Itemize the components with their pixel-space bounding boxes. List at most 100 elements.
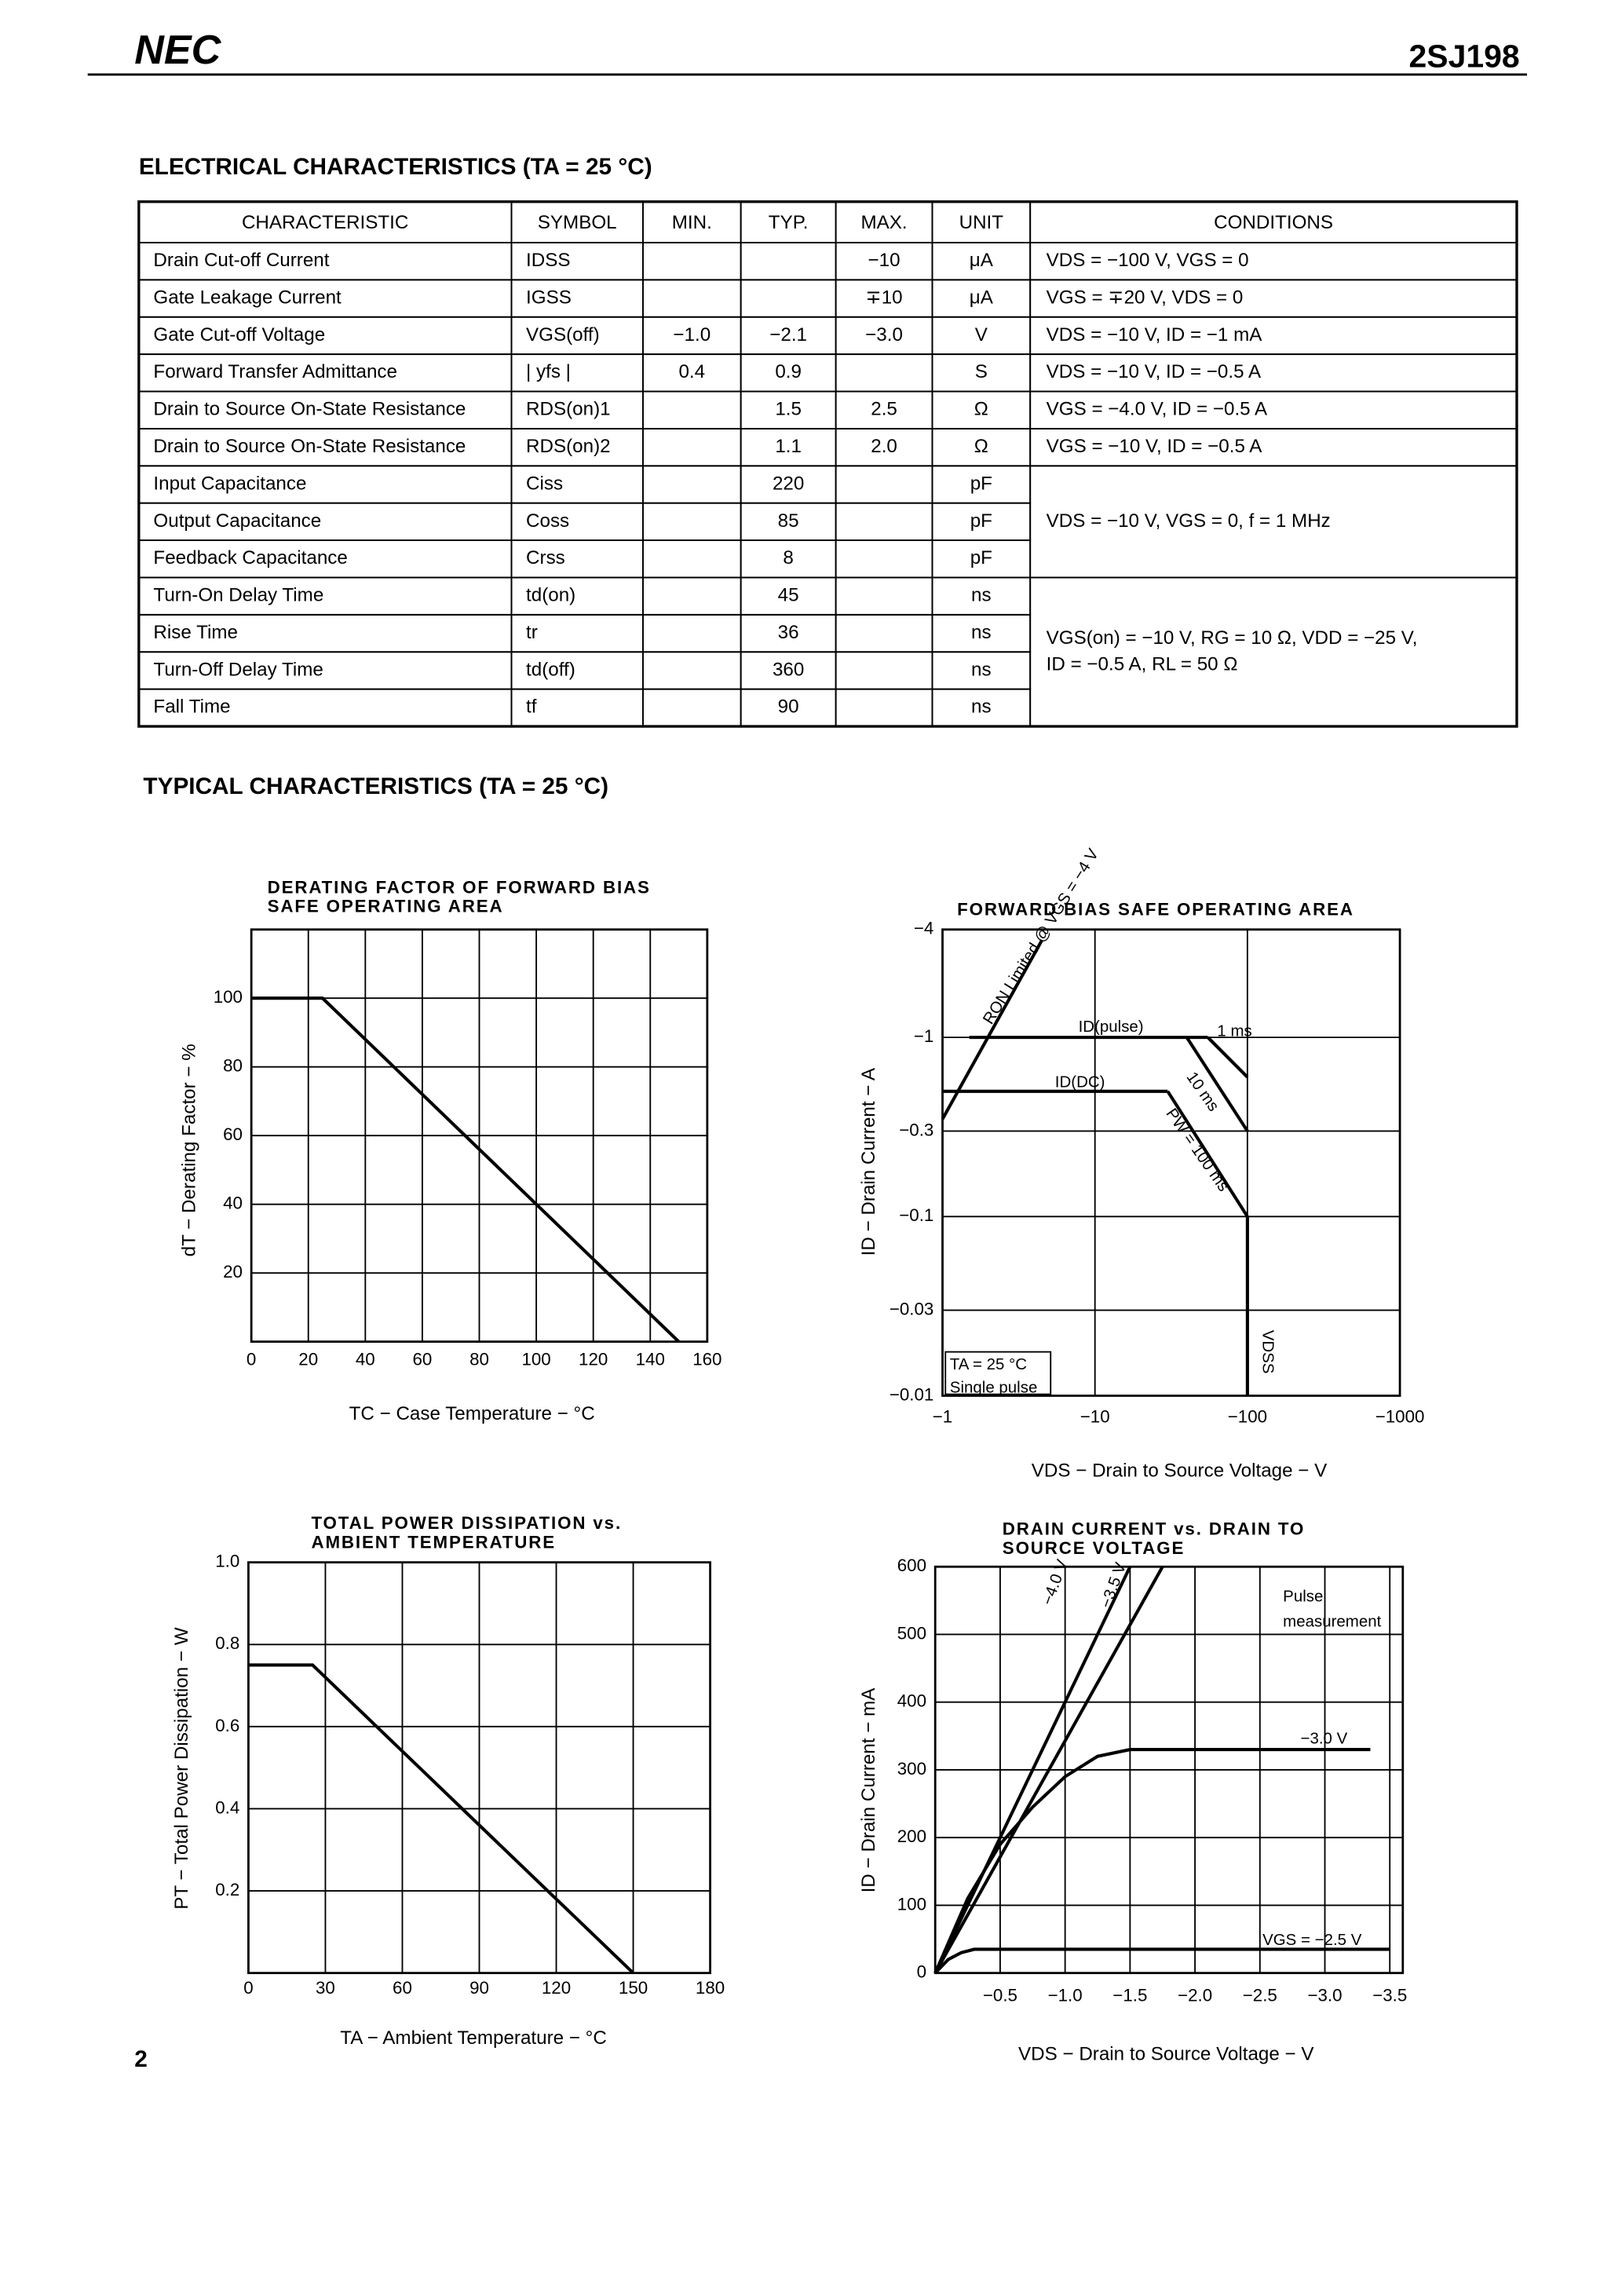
x-tick-label: 60 xyxy=(393,1978,412,1998)
x-tick-label: 140 xyxy=(636,1350,665,1369)
cell-text: Crss xyxy=(526,547,565,569)
x-tick-label: −0.5 xyxy=(983,1985,1017,2005)
y-tick-label: 400 xyxy=(897,1691,926,1711)
cell-text: tr xyxy=(526,622,538,643)
cell-text: −1.0 xyxy=(673,324,711,345)
data-line xyxy=(1166,1090,1249,1218)
y-axis-label: dT − Derating Factor − % xyxy=(178,1044,199,1256)
data-line xyxy=(248,1663,634,1975)
data-line xyxy=(933,1566,1132,1974)
chart-title: DERATING FACTOR OF FORWARD BIAS xyxy=(268,878,651,898)
cell-text: Drain to Source On-State Resistance xyxy=(153,399,466,420)
x-tick-label: 120 xyxy=(542,1978,571,1998)
conditions-text: VDS = −10 V, VGS = 0, f = 1 MHz xyxy=(1047,510,1331,532)
cell-text: tf xyxy=(526,696,537,718)
annotation-box xyxy=(944,1351,1052,1395)
y-tick-label: 20 xyxy=(223,1262,243,1281)
cell-text: | yfs | xyxy=(526,361,571,382)
y-tick-label: 500 xyxy=(897,1623,926,1643)
cell-text: ns xyxy=(971,696,992,718)
cell-text: 2.0 xyxy=(871,436,897,457)
y-tick-label: −4 xyxy=(914,919,933,938)
y-tick-label: 300 xyxy=(897,1759,926,1779)
cell-text: 8 xyxy=(783,547,793,569)
cell-text: Feedback Capacitance xyxy=(153,547,347,569)
chart-title: TOTAL POWER DISSIPATION vs. xyxy=(311,1513,622,1533)
cell-text: 85 xyxy=(778,510,799,532)
y-tick-label: 0.6 xyxy=(215,1716,239,1735)
series-label: −3.0 V xyxy=(1301,1729,1348,1747)
annotation: Pulse xyxy=(1283,1588,1323,1606)
column-header: CONDITIONS xyxy=(1214,212,1333,233)
cell-text: V xyxy=(975,324,988,345)
data-line xyxy=(1185,1036,1249,1132)
data-line xyxy=(933,1748,1371,1974)
conditions-text: VDS = −100 V, VGS = 0 xyxy=(1047,250,1249,271)
y-tick-label: 600 xyxy=(897,1556,926,1575)
cell-text: 45 xyxy=(778,585,799,606)
series-label: VGS = −2.5 V xyxy=(1262,1931,1362,1949)
cell-text: Turn-On Delay Time xyxy=(153,585,323,606)
y-tick-label: 0.8 xyxy=(215,1633,239,1653)
y-tick-label: 0.4 xyxy=(215,1797,239,1817)
data-line xyxy=(941,938,1044,1121)
y-tick-label: 60 xyxy=(223,1124,243,1144)
x-tick-label: 160 xyxy=(692,1350,721,1369)
conditions-text: VGS = −4.0 V, ID = −0.5 A xyxy=(1047,399,1268,420)
y-axis-label: PT − Total Power Dissipation − W xyxy=(171,1627,192,1910)
cell-text: S xyxy=(975,361,988,382)
x-tick-label: 150 xyxy=(619,1978,648,1998)
y-axis-label: ID − Drain Current − mA xyxy=(858,1687,879,1893)
data-line xyxy=(933,1947,1390,1975)
cell-text: Rise Time xyxy=(153,622,238,643)
cell-text: Ω xyxy=(974,399,988,420)
cell-text: 0.9 xyxy=(775,361,802,382)
conditions-text: VGS = −10 V, ID = −0.5 A xyxy=(1047,436,1263,457)
annotation: TA = 25 °C xyxy=(950,1355,1027,1373)
data-line xyxy=(933,1566,1164,1974)
cell-text: ns xyxy=(971,585,992,606)
y-tick-label: −1 xyxy=(914,1026,933,1046)
x-tick-label: 80 xyxy=(469,1350,489,1369)
series-label: 1 ms xyxy=(1217,1022,1251,1040)
cell-text: Output Capacitance xyxy=(153,510,321,532)
cell-text: VGS(off) xyxy=(526,324,600,345)
cell-text: Ω xyxy=(974,436,988,457)
x-tick-label: 40 xyxy=(356,1350,375,1369)
column-header: UNIT xyxy=(959,212,1004,233)
y-tick-label: 0 xyxy=(917,1962,926,1982)
x-tick-label: −1 xyxy=(933,1406,952,1426)
x-tick-label: 0 xyxy=(247,1350,256,1369)
cell-text: RDS(on)2 xyxy=(526,436,611,457)
series-label: ID(DC) xyxy=(1055,1073,1105,1091)
x-tick-label: −3.5 xyxy=(1372,1985,1407,2005)
x-axis-label: TA − Ambient Temperature − °C xyxy=(340,2027,607,2049)
cell-text: td(off) xyxy=(526,659,575,680)
series-label: VDSS xyxy=(1259,1330,1277,1374)
conditions-text: VGS(on) = −10 V, RG = 10 Ω, VDD = −25 V, xyxy=(1047,627,1418,649)
chart-title: DRAIN CURRENT vs. DRAIN TO xyxy=(1003,1519,1305,1539)
cell-text: 36 xyxy=(778,622,799,643)
x-tick-label: −1.5 xyxy=(1112,1985,1147,2005)
chart-title: FORWARD BIAS SAFE OPERATING AREA xyxy=(957,899,1354,919)
y-tick-label: 0.2 xyxy=(215,1880,239,1899)
cell-text: ∓10 xyxy=(865,287,902,308)
cell-text: 2.5 xyxy=(871,399,897,420)
column-header: TYP. xyxy=(769,212,809,233)
x-tick-label: 60 xyxy=(412,1350,432,1369)
x-tick-label: −2.5 xyxy=(1243,1985,1277,2005)
cell-text: Ciss xyxy=(526,473,563,494)
cell-text: RDS(on)1 xyxy=(526,399,611,420)
x-tick-label: 30 xyxy=(316,1978,335,1998)
x-tick-label: −2.0 xyxy=(1178,1985,1212,2005)
conditions-text: VDS = −10 V, ID = −1 mA xyxy=(1047,324,1263,345)
cell-text: IDSS xyxy=(526,250,570,271)
cell-text: −2.1 xyxy=(769,324,807,345)
x-axis-label: VDS − Drain to Source Voltage − V xyxy=(1018,2043,1314,2064)
cell-text: μA xyxy=(970,250,994,271)
y-tick-label: 200 xyxy=(897,1826,926,1846)
x-axis-label: VDS − Drain to Source Voltage − V xyxy=(1032,1461,1328,1482)
page-number: 2 xyxy=(134,2046,148,2072)
